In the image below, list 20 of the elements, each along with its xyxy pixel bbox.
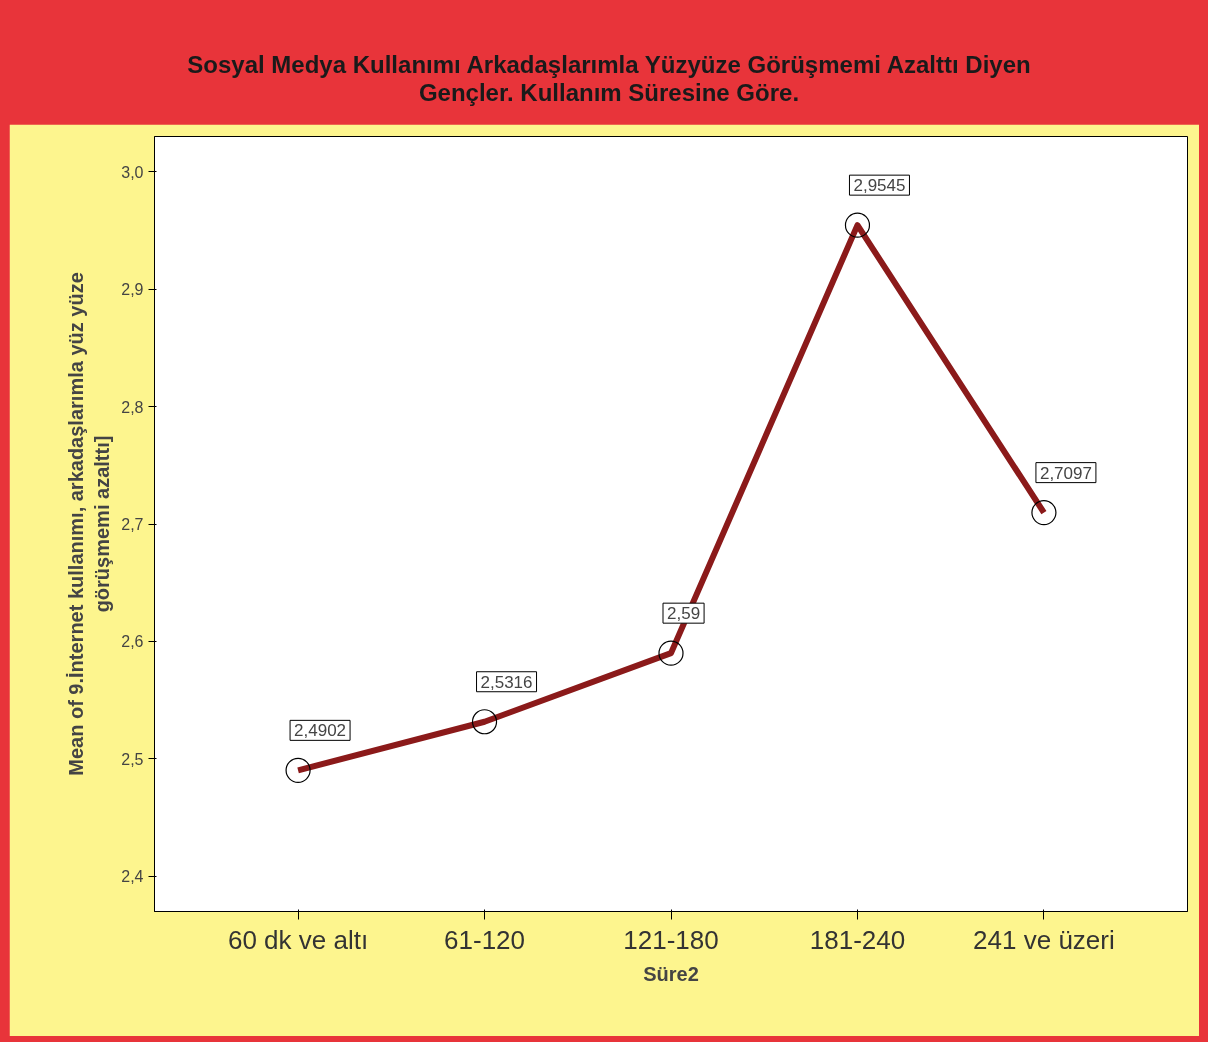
data-label: 2,4902	[294, 721, 347, 741]
y-tick-label: 3,0	[121, 163, 144, 181]
x-axis-title: Süre2	[643, 962, 699, 985]
x-tick-label: 121-180	[623, 924, 719, 955]
data-label: 2,59	[667, 604, 701, 624]
y-tick-label: 2,7	[121, 516, 144, 533]
x-tick-label: 181-240	[809, 924, 906, 955]
y-tick-label: 2,8	[121, 398, 144, 416]
x-tick-label: 60 dk ve altı	[227, 924, 369, 955]
data-label: 2,7097	[1039, 463, 1092, 483]
y-axis-title: Mean of 9.İnternet kullanımı, arkadaşlarımla yüz yüze görüşmemi azalttı]	[64, 272, 114, 776]
y-tick-label: 2,9	[121, 281, 144, 299]
y-tick-label: 2,5	[121, 750, 144, 768]
chart-title: Sosyal Medya Kullanımı Arkadaşlarımla Yüzyüze Görüşmemi Azalttı Diyen Gençler. Kullanım Süresine Göre.	[187, 51, 1031, 107]
data-label: 2,9545	[853, 176, 906, 196]
x-tick-label: 61-120	[444, 924, 526, 955]
x-tick-label: 241 ve üzeri	[973, 924, 1115, 955]
y-tick-label: 2,4	[121, 868, 144, 886]
data-label: 2,5316	[480, 672, 533, 692]
y-tick-label: 2,6	[121, 633, 144, 651]
